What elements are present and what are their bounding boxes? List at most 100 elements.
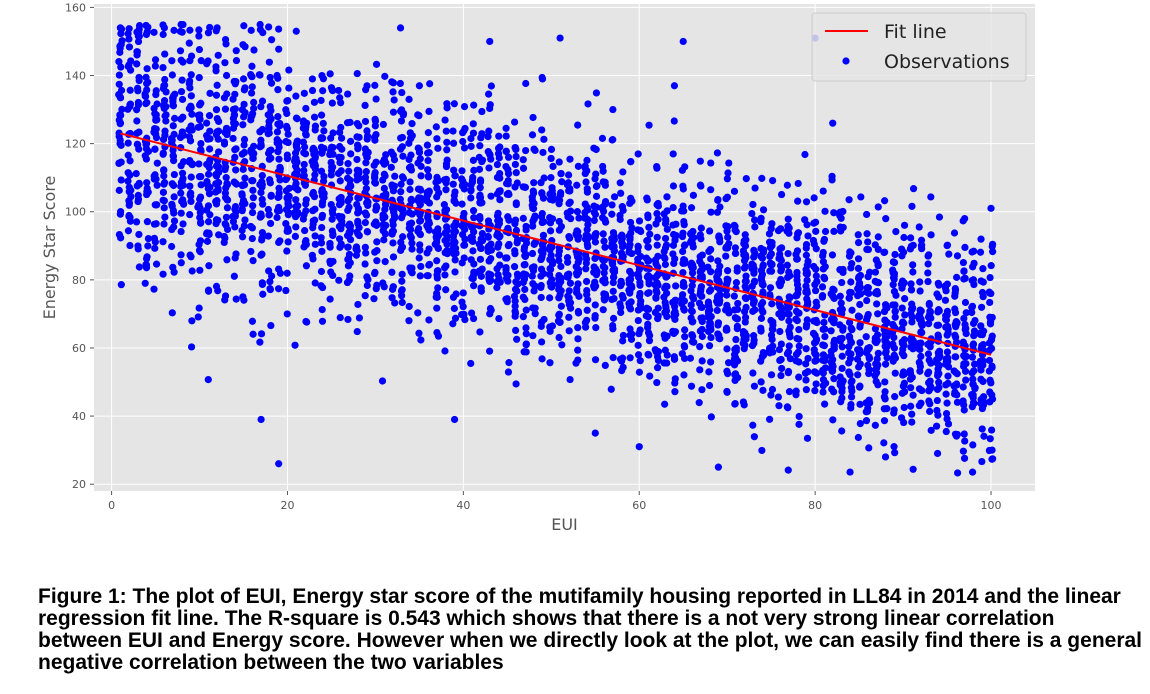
observation-point <box>786 272 794 280</box>
observation-point <box>749 200 757 209</box>
observation-point <box>549 162 557 171</box>
observation-point <box>945 250 953 258</box>
observation-point <box>951 292 959 300</box>
observation-point <box>618 291 626 300</box>
observation-point <box>142 261 151 269</box>
observation-point <box>874 203 882 211</box>
observation-point <box>725 159 733 167</box>
observation-point <box>170 130 178 139</box>
observation-point <box>573 181 581 189</box>
observation-point <box>574 162 582 170</box>
observation-point <box>240 222 248 230</box>
observation-point <box>141 279 149 287</box>
observation-point <box>634 270 642 278</box>
observation-point <box>345 221 353 230</box>
observation-point <box>399 152 407 160</box>
observation-point <box>636 289 644 298</box>
observation-point <box>883 333 891 341</box>
observation-point <box>980 393 988 401</box>
observation-point <box>284 238 292 246</box>
observation-point <box>441 249 449 257</box>
observation-point <box>610 268 619 276</box>
observation-point <box>935 213 944 221</box>
observation-point <box>144 234 152 243</box>
observation-point <box>837 398 845 406</box>
observation-point <box>818 292 827 300</box>
observation-point <box>434 284 442 292</box>
observation-point <box>478 107 486 116</box>
observation-point <box>539 246 547 254</box>
observation-point <box>274 285 283 293</box>
observation-point <box>258 97 267 105</box>
observation-point <box>592 203 601 211</box>
observation-point <box>960 352 968 360</box>
observation-point <box>309 224 317 232</box>
observation-point <box>707 325 715 334</box>
observation-point <box>337 194 345 202</box>
observation-point <box>591 312 599 320</box>
observation-point <box>170 193 178 201</box>
observation-point <box>627 229 635 237</box>
observation-point <box>989 248 997 256</box>
observation-point <box>654 312 662 320</box>
observation-point <box>300 149 308 157</box>
observation-point <box>152 175 160 183</box>
observation-point <box>795 420 803 428</box>
observation-point <box>652 293 660 301</box>
observation-point <box>854 285 862 293</box>
observation-point <box>616 179 624 187</box>
observation-point <box>511 302 519 310</box>
y-tick-label: 80 <box>72 274 86 287</box>
observation-point <box>829 318 838 327</box>
observation-point <box>555 247 563 255</box>
observation-point <box>784 348 793 356</box>
observation-point <box>186 182 194 190</box>
observation-point <box>424 149 432 157</box>
observation-point <box>918 386 926 395</box>
observation-point <box>713 306 721 315</box>
observation-point <box>196 209 204 217</box>
observation-point <box>610 295 618 303</box>
observation-point <box>750 253 758 261</box>
observation-point <box>812 298 820 306</box>
observation-point <box>558 341 566 349</box>
observation-point <box>389 88 397 96</box>
observation-point <box>765 415 774 423</box>
observation-point <box>485 270 493 278</box>
observation-point <box>230 272 238 280</box>
observation-point <box>467 142 475 150</box>
observation-point <box>856 349 864 357</box>
observation-point <box>933 321 941 329</box>
observation-point <box>143 86 151 94</box>
observation-point <box>804 354 812 363</box>
observation-point <box>688 331 696 339</box>
observation-point <box>142 30 151 39</box>
observation-point <box>458 167 466 175</box>
observation-point <box>178 95 187 104</box>
observation-point <box>906 375 915 383</box>
observation-point <box>249 177 257 185</box>
observation-point <box>425 261 433 269</box>
observation-point <box>487 192 495 200</box>
observation-point <box>778 313 786 321</box>
observation-point <box>934 365 942 373</box>
observation-point <box>953 252 962 260</box>
observation-point <box>487 155 495 163</box>
observation-point <box>151 238 159 246</box>
observation-point <box>943 399 951 407</box>
observation-point <box>607 385 615 393</box>
observation-point <box>810 317 818 325</box>
observation-point <box>784 215 792 223</box>
observation-point <box>766 259 774 267</box>
observation-point <box>212 200 221 208</box>
observation-point <box>388 285 397 293</box>
observation-point <box>212 216 221 224</box>
observation-point <box>539 231 548 239</box>
observation-point <box>635 443 643 451</box>
observation-point <box>880 417 889 425</box>
observation-point <box>389 221 397 229</box>
observation-point <box>854 371 862 379</box>
observation-point <box>398 277 406 285</box>
observation-point <box>231 212 239 220</box>
